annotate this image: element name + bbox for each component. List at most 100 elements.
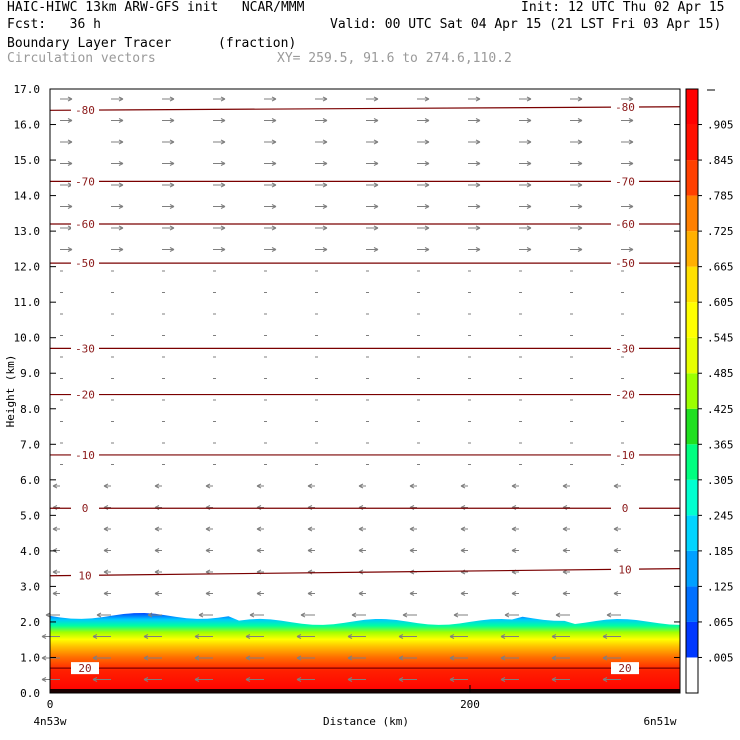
vector-arrow xyxy=(264,96,277,102)
vector-head xyxy=(103,569,109,575)
vector-head xyxy=(351,612,357,618)
vector-arrow xyxy=(315,139,328,145)
vector-arrow xyxy=(358,483,366,489)
vector-arrow xyxy=(602,655,621,661)
contour-label: -50 xyxy=(75,257,95,270)
vector-head xyxy=(475,204,481,209)
vector-head xyxy=(245,655,251,661)
vector-arrow xyxy=(213,204,226,209)
contour-label: 20 xyxy=(618,662,631,675)
vector-head xyxy=(296,634,302,639)
vector-head xyxy=(577,118,583,123)
vector-head xyxy=(322,139,328,145)
colorbar: .005 .065 .125 .185 .245 .305 .365 .425 .485 .545… xyxy=(685,88,734,694)
colorbar-swatch xyxy=(686,586,698,622)
vector-head xyxy=(460,483,466,489)
vector-arrow xyxy=(500,677,519,682)
vector-arrow xyxy=(402,612,417,618)
vector-head xyxy=(194,655,200,661)
right-endpoint-label: 6n51w xyxy=(643,715,676,728)
vector-head xyxy=(628,161,634,166)
vector-arrow xyxy=(205,526,213,532)
vector-head xyxy=(475,96,481,102)
colorbar-swatch xyxy=(686,657,698,693)
vector-head xyxy=(551,677,557,682)
vector-head xyxy=(67,96,73,102)
vector-head xyxy=(453,612,459,618)
vector-arrow xyxy=(468,118,481,123)
vector-head xyxy=(52,526,58,532)
y-tick-label: 4.0 xyxy=(20,545,40,558)
vector-arrow xyxy=(264,161,277,166)
vector-head xyxy=(45,612,51,618)
vector-arrow xyxy=(417,204,430,209)
vector-head xyxy=(271,182,277,188)
vector-head xyxy=(409,483,415,489)
vector-head xyxy=(220,96,226,102)
vector-arrow xyxy=(60,161,73,166)
colorbar-swatch xyxy=(686,124,698,161)
vector-head xyxy=(424,225,430,231)
vector-arrow xyxy=(519,139,532,145)
vector-head xyxy=(271,247,277,252)
vector-head xyxy=(460,548,466,553)
contour-label-bg xyxy=(611,448,639,461)
vector-head xyxy=(67,118,73,123)
vector-head xyxy=(475,247,481,252)
vector-head xyxy=(606,612,612,618)
vector-arrow xyxy=(449,677,468,682)
cross-section-coords: XY= 259.5, 91.6 to 274.6,110.2 xyxy=(277,51,512,66)
vector-head xyxy=(551,634,557,639)
vector-arrow xyxy=(213,139,226,145)
vector-head xyxy=(220,182,226,188)
vector-arrow xyxy=(162,118,175,123)
vector-arrow xyxy=(500,655,519,661)
vector-arrow xyxy=(417,118,430,123)
contour-label: -60 xyxy=(75,218,95,231)
vector-head xyxy=(424,118,430,123)
vector-arrow xyxy=(296,655,315,661)
colorbar-label: .425 xyxy=(707,403,734,416)
vector-head xyxy=(602,655,608,661)
vector-arrow xyxy=(111,182,124,188)
vector-head xyxy=(169,96,175,102)
vector-arrow xyxy=(52,483,60,489)
vector-arrow xyxy=(519,96,532,102)
y-tick-label: 11.0 xyxy=(14,296,41,309)
vector-arrow xyxy=(409,548,417,553)
vector-head xyxy=(52,483,58,489)
y-tick-label: 13.0 xyxy=(14,225,41,238)
vector-arrow xyxy=(300,612,315,618)
vector-arrow xyxy=(205,548,213,553)
vector-head xyxy=(322,182,328,188)
vector-arrow xyxy=(551,677,570,682)
vector-head xyxy=(511,483,517,489)
vector-head xyxy=(504,612,510,618)
y-tick-label: 1.0 xyxy=(20,651,40,664)
vector-arrow xyxy=(213,225,226,231)
colorbar-label: .185 xyxy=(707,545,734,558)
contour-label: -80 xyxy=(75,104,95,117)
vector-head xyxy=(103,526,109,532)
vector-arrow xyxy=(519,204,532,209)
vector-arrow xyxy=(613,548,621,553)
contour-label: -20 xyxy=(75,389,95,402)
vector-head xyxy=(220,161,226,166)
vector-arrow xyxy=(198,612,213,618)
vector-head xyxy=(52,569,58,575)
y-tick-label: 14.0 xyxy=(14,190,41,203)
vector-arrow xyxy=(307,548,315,553)
vector-head xyxy=(526,182,532,188)
contour-label-bg xyxy=(71,104,99,117)
vector-arrow xyxy=(213,96,226,102)
vector-arrow xyxy=(143,677,162,682)
x-tick-label: 0 xyxy=(47,698,54,711)
contour-label-bg xyxy=(611,175,639,188)
vector-arrow xyxy=(468,182,481,188)
vector-head xyxy=(143,677,149,682)
vector-arrow xyxy=(453,612,468,618)
vector-head xyxy=(154,569,160,575)
vector-head xyxy=(424,247,430,252)
vector-head xyxy=(449,655,455,661)
